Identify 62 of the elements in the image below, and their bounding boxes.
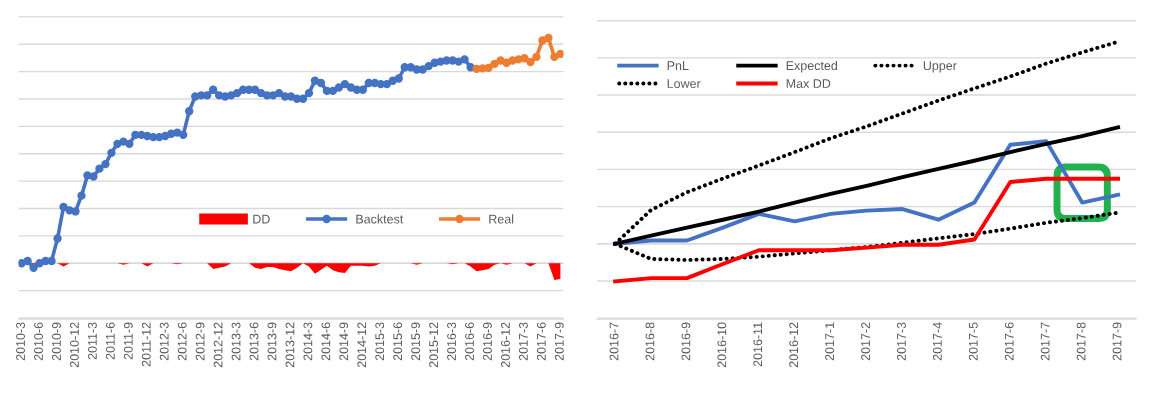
- x-tick-label: 2011-9: [123, 322, 133, 360]
- x-tick-label: 2013-9: [267, 322, 277, 361]
- legend-label: PnL: [667, 61, 689, 70]
- x-tick-label: 2017-1: [825, 322, 835, 361]
- x-tick-label: 2015-9: [411, 322, 421, 361]
- legend-label: Upper: [923, 61, 957, 73]
- x-tick-label: 2010-3: [16, 322, 25, 361]
- x-tick-label: 2015-3: [375, 322, 385, 361]
- x-tick-label: 2015-6: [393, 322, 403, 361]
- x-tick-label: 2016-11: [753, 322, 763, 367]
- legend-label: Expected: [786, 60, 838, 73]
- x-tick-label: 2016-8: [645, 322, 655, 361]
- point: [520, 54, 529, 63]
- x-tick-label: 2017-2: [861, 322, 870, 361]
- point: [490, 59, 499, 69]
- x-tick-label: 2012-9: [195, 322, 205, 361]
- x-tick-label: 2016-3: [447, 322, 456, 361]
- x-tick-label: 2015-12: [429, 322, 439, 368]
- x-tick-label: 2017-9: [554, 322, 564, 361]
- point: [532, 52, 541, 62]
- legend-label: DD: [253, 214, 270, 224]
- x-tick-label: 2016-7: [609, 322, 619, 361]
- legend-label: Max DD: [786, 79, 831, 88]
- point: [556, 49, 564, 59]
- x-tick-label: 2017-5: [968, 322, 978, 361]
- x-tick-label: 2016-12: [789, 322, 799, 368]
- x-tick-label: 2014-6: [321, 322, 331, 361]
- point: [484, 63, 493, 73]
- x-tick-label: 2014-3: [303, 322, 313, 361]
- x-tick-label: 2017-4: [932, 322, 942, 361]
- x-tick-label: 2014-12: [357, 322, 367, 368]
- x-tick-label: 2012-6: [177, 322, 187, 361]
- x-tick-label: 2012-12: [213, 322, 223, 368]
- x-tick-label: 2017-7: [1040, 322, 1050, 361]
- x-tick-label: 2017-6: [1004, 322, 1014, 361]
- x-tick-label: 2017-9: [1112, 322, 1122, 361]
- x-tick-label: 2017-3: [518, 322, 528, 361]
- x-tick-label: 2016-10: [717, 322, 727, 368]
- legend-label: Lower: [667, 79, 701, 88]
- x-tick-label: 2011-6: [105, 322, 115, 360]
- x-tick-label: 2017-6: [536, 322, 546, 361]
- x-tick-label: 2014-9: [339, 322, 349, 361]
- point: [544, 33, 553, 43]
- x-tick-label: 2010-12: [70, 322, 79, 368]
- point: [526, 57, 535, 67]
- x-tick-label: 2013-12: [285, 322, 295, 368]
- x-tick-label: 2016-6: [465, 322, 474, 361]
- x-tick-label: 2010-6: [34, 322, 43, 361]
- legend-label: Backtest: [356, 214, 404, 224]
- x-tick-label: 2016-12: [501, 322, 510, 368]
- x-tick-label: 2011-12: [141, 322, 151, 367]
- legend-label: Real: [489, 214, 514, 224]
- point: [538, 36, 547, 45]
- x-tick-label: 2012-3: [159, 322, 169, 361]
- x-tick-label: 2010-9: [52, 322, 61, 361]
- x-tick-label: 2013-6: [249, 322, 259, 361]
- x-tick-label: 2017-3: [897, 322, 906, 361]
- x-tick-label: 2011-3: [87, 322, 97, 360]
- x-tick-label: 2016-9: [681, 322, 691, 361]
- x-tick-label: 2013-3: [231, 322, 241, 361]
- x-tick-label: 2017-8: [1076, 322, 1086, 361]
- x-tick-label: 2016-9: [483, 322, 492, 361]
